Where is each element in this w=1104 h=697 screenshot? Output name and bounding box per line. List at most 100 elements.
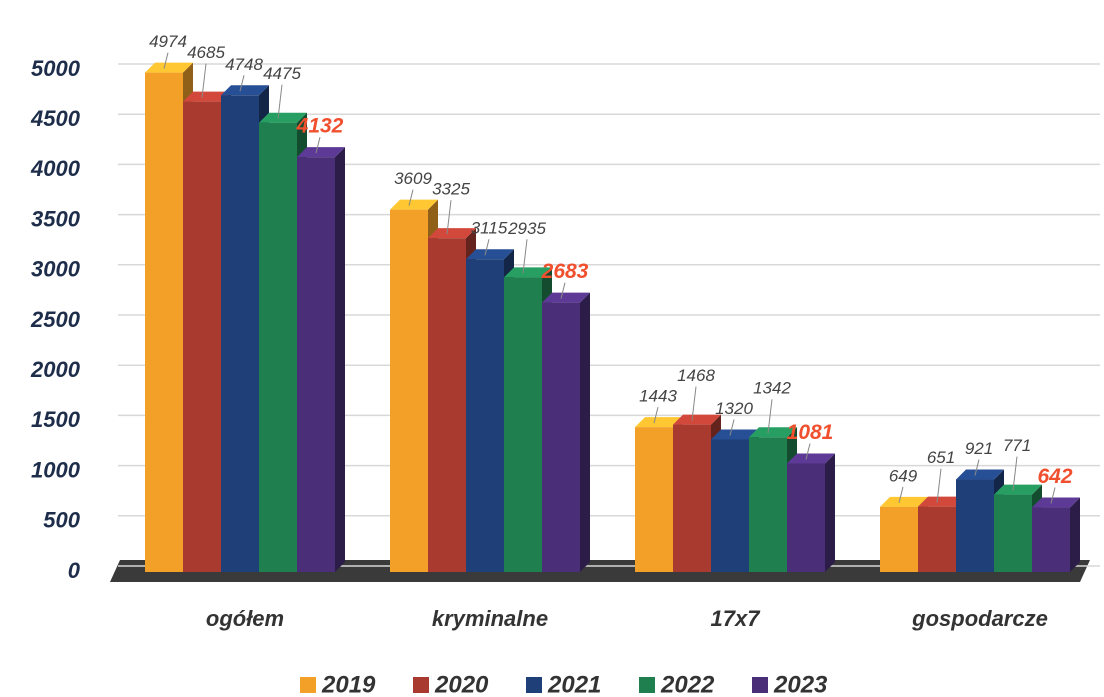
bar-top <box>504 267 552 278</box>
leader-line <box>691 386 697 421</box>
bar <box>994 494 1032 572</box>
x-tick-label: gospodarcze <box>911 606 1048 631</box>
legend-swatch <box>526 677 542 693</box>
bar-side <box>825 453 835 572</box>
bar-top <box>542 292 590 303</box>
bar <box>673 424 711 572</box>
bar <box>504 277 542 572</box>
bar <box>466 259 504 572</box>
legend-swatch <box>639 677 655 693</box>
leader-line <box>239 75 245 92</box>
y-tick-label: 2500 <box>30 307 81 332</box>
leader-line <box>201 63 207 98</box>
bar-top <box>428 228 476 239</box>
leader-line <box>805 443 811 460</box>
y-tick-label: 3500 <box>31 206 81 231</box>
bar <box>749 437 787 572</box>
leader-line <box>767 399 773 434</box>
bar-top <box>673 414 721 425</box>
value-label: 4475 <box>263 64 301 83</box>
x-tick-label: kryminalne <box>432 606 548 631</box>
legend-label: 2020 <box>434 671 489 697</box>
bar <box>956 479 994 572</box>
leader-line <box>163 52 169 69</box>
legend-swatch <box>300 677 316 693</box>
legend-label: 2019 <box>321 671 376 697</box>
bar <box>880 506 918 572</box>
legend-swatch <box>752 677 768 693</box>
value-label: 4748 <box>225 55 263 74</box>
y-tick-label: 500 <box>43 508 80 533</box>
bar <box>221 95 259 573</box>
bar-top <box>1032 497 1080 508</box>
y-tick-label: 2000 <box>30 357 81 382</box>
value-label: 2683 <box>541 260 589 283</box>
y-tick-label: 1500 <box>31 407 81 432</box>
bar-top <box>297 147 345 158</box>
bar-top <box>635 417 683 428</box>
bar-top <box>259 112 307 123</box>
leader-line <box>315 137 321 154</box>
y-tick-label: 4000 <box>30 156 81 181</box>
value-label: 1320 <box>715 399 753 418</box>
value-label: 4132 <box>296 115 344 138</box>
leader-line <box>408 189 414 206</box>
bar-top <box>918 496 966 507</box>
leader-line <box>653 407 659 424</box>
value-label: 649 <box>889 466 918 485</box>
y-tick-label: 0 <box>68 558 81 583</box>
value-label: 3115 <box>471 219 508 238</box>
x-tick-label: 17x7 <box>711 606 762 631</box>
value-label: 1468 <box>677 366 715 385</box>
leader-line <box>484 239 490 256</box>
bar-top <box>787 453 835 464</box>
leader-line <box>446 200 452 235</box>
y-tick-label: 3000 <box>31 257 81 282</box>
bar-top <box>221 85 269 96</box>
bar-top <box>994 484 1042 495</box>
bar <box>390 209 428 572</box>
value-label: 651 <box>927 448 955 467</box>
legend-label: 2023 <box>773 671 828 697</box>
y-tick-label: 1000 <box>31 457 81 482</box>
bar <box>787 463 825 572</box>
bar-top <box>749 427 797 438</box>
bar <box>635 427 673 572</box>
value-label: 771 <box>1003 436 1031 455</box>
bar-top <box>390 199 438 210</box>
y-tick-label: 5000 <box>31 56 81 81</box>
value-label: 2935 <box>507 219 546 238</box>
value-label: 3609 <box>394 169 432 188</box>
value-label: 4974 <box>149 32 187 51</box>
leader-line <box>974 459 980 476</box>
value-label: 4685 <box>187 43 225 62</box>
value-label: 3325 <box>432 180 470 199</box>
bar-top <box>183 91 231 102</box>
bar-side <box>335 147 345 572</box>
value-label: 642 <box>1037 465 1072 488</box>
leader-line <box>1050 487 1056 504</box>
leader-line <box>277 84 283 119</box>
bar <box>145 72 183 572</box>
legend-label: 2022 <box>660 671 715 697</box>
bar <box>1032 507 1070 572</box>
value-label: 921 <box>965 439 993 458</box>
leader-line <box>1012 456 1018 491</box>
bar <box>297 157 335 572</box>
leader-line <box>522 239 528 274</box>
bar <box>183 101 221 572</box>
bar-side <box>580 292 590 572</box>
legend-swatch <box>413 677 429 693</box>
bar <box>711 439 749 572</box>
legend-label: 2021 <box>547 671 601 697</box>
value-label: 1081 <box>787 421 834 444</box>
bar <box>918 506 956 572</box>
bar-top <box>956 469 1004 480</box>
x-tick-label: ogółem <box>206 606 284 631</box>
bar <box>428 238 466 573</box>
bar-top <box>880 496 928 507</box>
value-label: 1443 <box>639 387 677 406</box>
leader-line <box>560 282 566 299</box>
leader-line <box>898 486 904 503</box>
